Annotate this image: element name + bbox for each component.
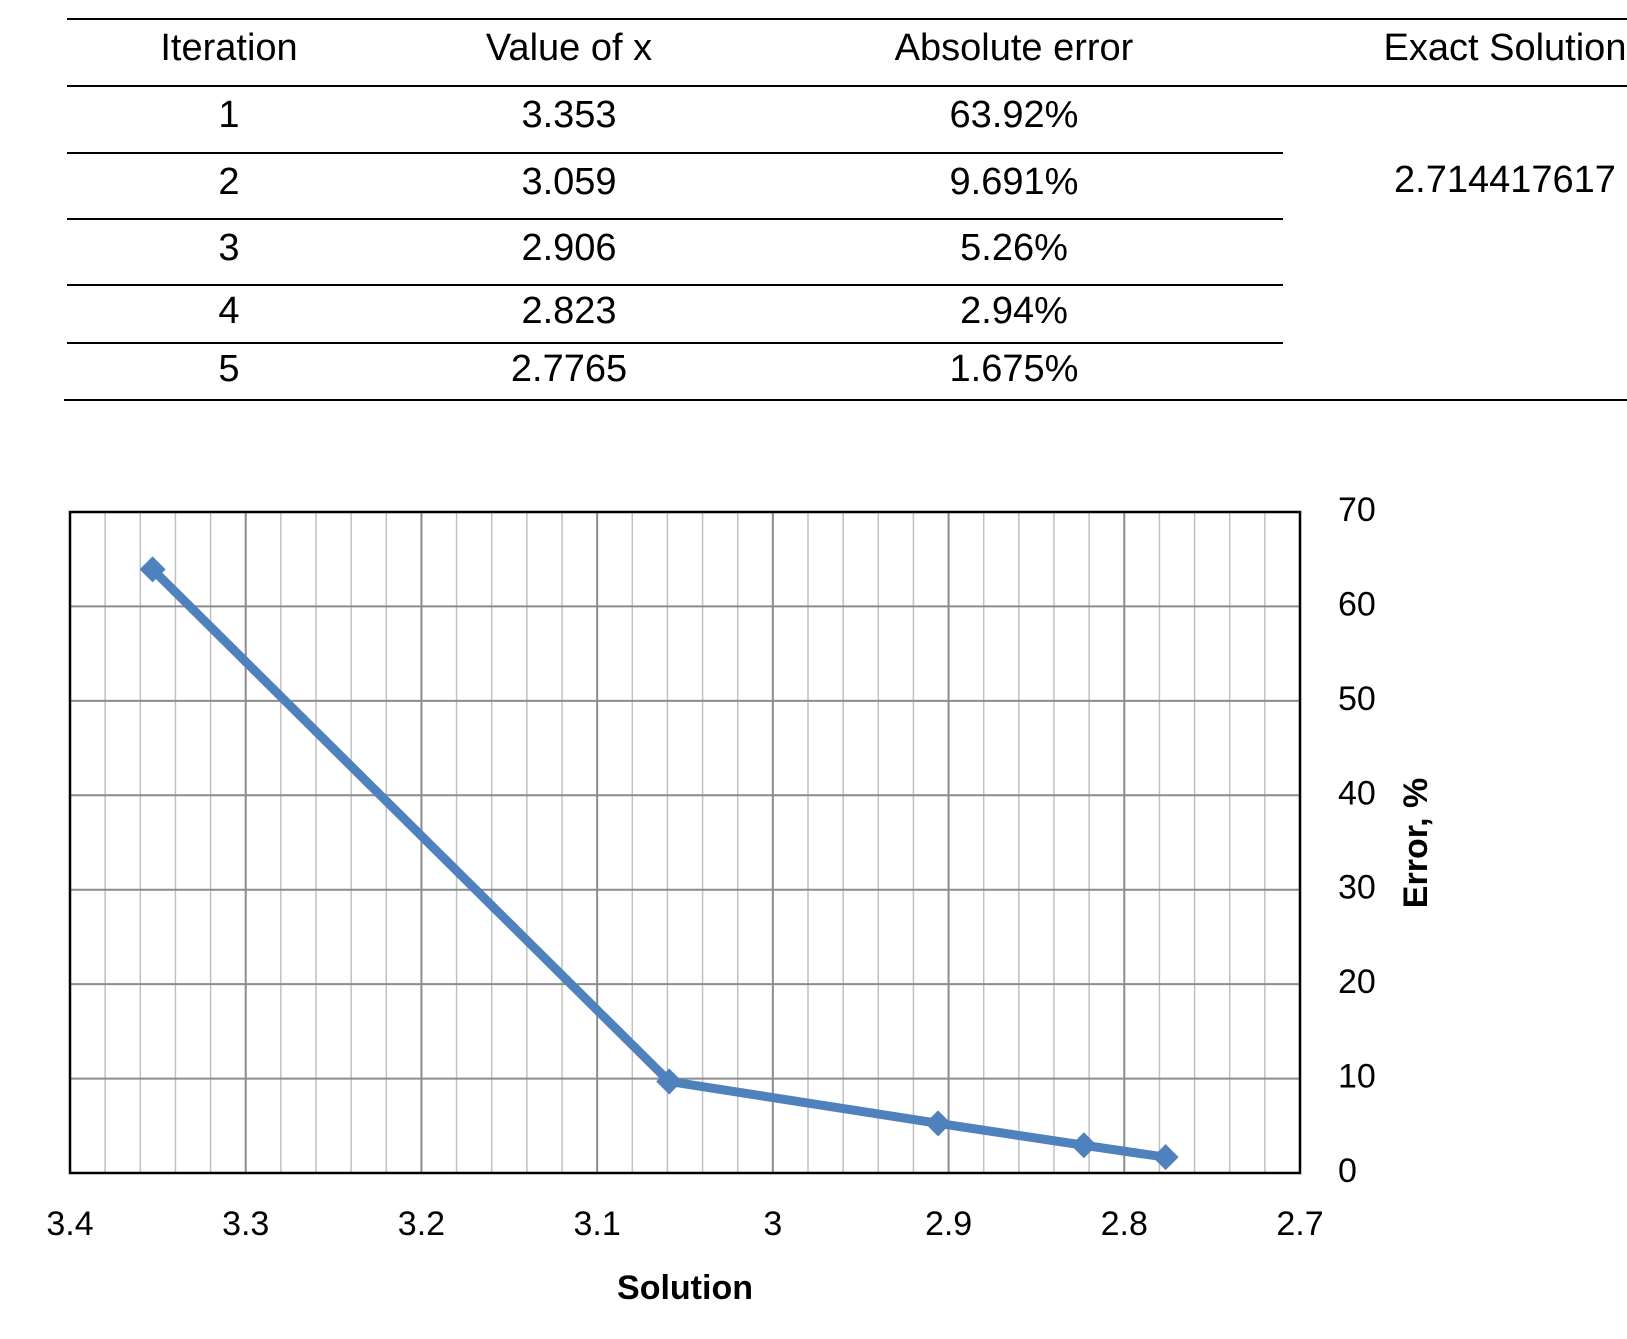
table-cell: 4 <box>218 290 239 332</box>
table-cell: 63.92% <box>950 94 1079 136</box>
table-cell: 9.691% <box>950 161 1079 203</box>
table-cell: 1.675% <box>950 348 1079 390</box>
table-header: Value of x <box>486 27 652 69</box>
table-cell: 2.906 <box>521 227 616 269</box>
data-point <box>1152 1144 1179 1171</box>
table-cell: 2.94% <box>960 290 1068 332</box>
table-cell: 2 <box>218 161 239 203</box>
x-tick-label: 2.9 <box>925 1205 972 1243</box>
y-tick-label: 0 <box>1338 1152 1357 1190</box>
y-tick-label: 60 <box>1338 585 1376 623</box>
x-tick-label: 2.7 <box>1276 1205 1323 1243</box>
table-cell: 2.7765 <box>511 348 627 390</box>
table-cell: 2.823 <box>521 290 616 332</box>
y-axis-title: Error, % <box>1397 778 1435 908</box>
x-tick-label: 3 <box>763 1205 782 1243</box>
plot-frame <box>68 510 1302 1175</box>
y-tick-label: 40 <box>1338 774 1376 812</box>
y-tick-label: 30 <box>1338 869 1376 907</box>
table-cell: 3 <box>218 227 239 269</box>
table-header: Exact Solution <box>1384 27 1627 69</box>
table-header: Iteration <box>160 27 297 69</box>
table-header: Absolute error <box>895 27 1134 69</box>
y-tick-label: 20 <box>1338 963 1376 1001</box>
data-line <box>149 566 1167 1162</box>
x-axis-title: Solution <box>617 1269 753 1307</box>
x-tick-label: 3.3 <box>222 1205 269 1243</box>
table-cell: 3.353 <box>521 94 616 136</box>
table-cell: 1 <box>218 94 239 136</box>
table-cell: 5.26% <box>960 227 1068 269</box>
y-tick-label: 50 <box>1338 680 1376 718</box>
exact-solution: 2.714417617 <box>1394 159 1616 201</box>
table-cell: 3.059 <box>521 161 616 203</box>
table-cell: 5 <box>218 348 239 390</box>
data-point <box>925 1110 952 1137</box>
data-point <box>1070 1132 1097 1159</box>
x-tick-label: 2.8 <box>1101 1205 1148 1243</box>
y-tick-label: 10 <box>1338 1058 1376 1096</box>
x-tick-label: 3.4 <box>46 1205 93 1243</box>
x-tick-label: 3.1 <box>574 1205 621 1243</box>
data-point <box>139 556 166 583</box>
x-tick-label: 3.2 <box>398 1205 445 1243</box>
data-point <box>656 1068 683 1095</box>
y-tick-label: 70 <box>1338 491 1376 529</box>
